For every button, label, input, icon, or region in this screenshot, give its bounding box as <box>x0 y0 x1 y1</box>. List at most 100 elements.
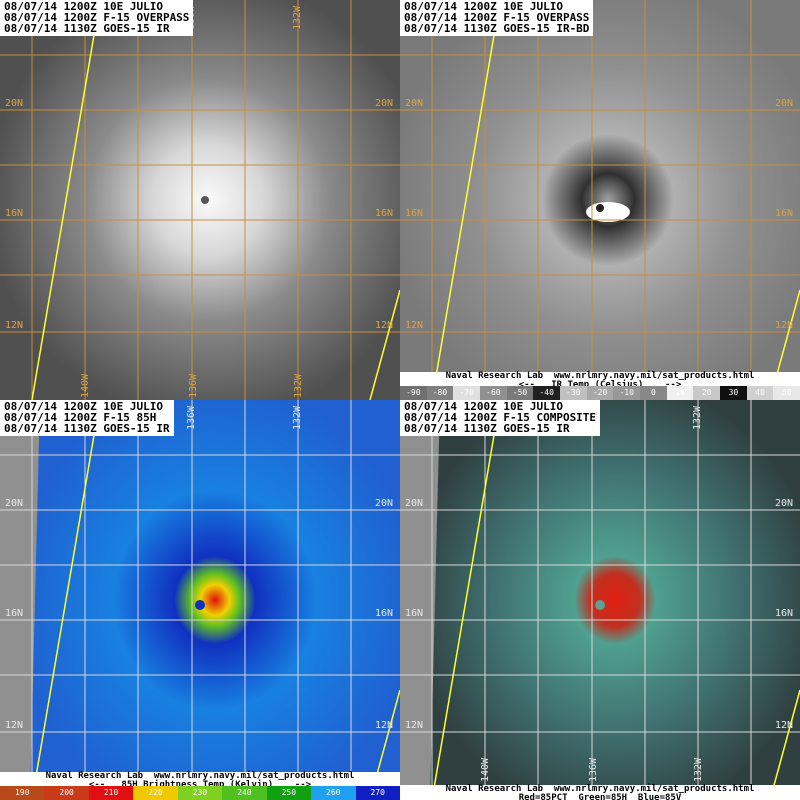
ir-image <box>0 0 400 400</box>
lon-label: 132W <box>692 405 703 430</box>
colorbar: -90 -80 -70 -60 -50 -40 -30 -20 -10 0 10 20 30 40 50 <box>400 386 800 400</box>
colorbar-tick: 30 <box>720 386 747 400</box>
footer-line: Red=85PCT Green=85H Blue=85V <box>518 793 682 800</box>
panel-ir: 20N20N16N16N12N12N136W132W140W136W132W08… <box>0 0 400 400</box>
header-line: 08/07/14 1130Z GOES-15 IR <box>4 22 170 35</box>
colorbar-tick: 230 <box>177 786 223 800</box>
lon-label: 132W <box>292 405 303 430</box>
colorbar-tick: 50 <box>773 386 800 400</box>
colorbar-tick: -90 <box>400 386 427 400</box>
colorbar-tick: 0 <box>640 386 667 400</box>
colorbar-tick: -30 <box>560 386 587 400</box>
colorbar-tick: 260 <box>311 786 356 800</box>
swath-edge-line <box>769 689 800 800</box>
header-line: 08/07/14 1130Z GOES-15 IR <box>404 422 570 435</box>
footer-line: Naval Research Lab www.nrlmry.navy.mil/s… <box>445 784 755 794</box>
lat-label: 12N <box>5 720 24 731</box>
lon-label: 136W <box>188 373 199 398</box>
header-line: 08/07/14 1200Z 10E JULIO <box>404 400 563 413</box>
swath-edge-line <box>369 289 400 400</box>
footer-line: <-- 85H Brightness Temp (Kelvin) --> <box>88 780 312 790</box>
lat-label: 16N <box>375 208 394 219</box>
swath-edge-line <box>31 0 101 400</box>
colorbar-tick: 20 <box>693 386 721 400</box>
lon-label: 132W <box>292 5 303 30</box>
lat-label: 12N <box>775 720 794 731</box>
image-header: 08/07/14 1200Z 10E JULIO 08/07/14 1200Z F… <box>0 0 194 36</box>
lat-label: 12N <box>375 320 394 331</box>
lon-label: 140W <box>80 373 91 398</box>
panel-composite: 20N20N16N16N12N12N136W132W140W136W132W08… <box>400 400 800 800</box>
colorbar-tick: -80 <box>426 386 454 400</box>
lat-label: 16N <box>405 208 424 219</box>
lat-label: 16N <box>775 208 794 219</box>
colorbar-tick: 200 <box>44 786 89 800</box>
image-footer: Naval Research Lab www.nrlmry.navy.mil/s… <box>400 785 800 800</box>
colorbar-tick: 270 <box>355 786 400 800</box>
ir-bd-image <box>400 0 800 400</box>
panel-85h: 20N 20N 16N 16N 12N 12N 136W 132W 08/07/14 1200Z… <box>0 400 400 800</box>
lat-label: 20N <box>5 498 24 509</box>
header-line: 08/07/14 1200Z 10E JULIO <box>404 0 563 13</box>
colorbar-tick: -60 <box>480 386 507 400</box>
swath-edge-line <box>431 400 501 800</box>
lat-label: 20N <box>775 498 794 509</box>
lon-label: 132W <box>693 757 704 782</box>
lat-label: 16N <box>375 608 394 619</box>
header-line: 08/07/14 1200Z F-15 COMPOSITE <box>404 411 597 424</box>
colorbar-tick: 240 <box>222 786 267 800</box>
image-header: 08/07/14 1200Z 10E JULIO 08/07/14 1200Z F… <box>400 0 594 36</box>
lon-label: 136W <box>588 757 599 782</box>
lat-label: 20N <box>5 98 24 109</box>
colorbar-tick: 250 <box>266 786 312 800</box>
image-footer: Naval Research Lab www.nrlmry.navy.mil/s… <box>0 772 400 790</box>
lon-label: 140W <box>480 757 491 782</box>
colorbar: 190 200 210 220 230 240 250 260 270 <box>0 786 400 800</box>
footer-line: <-- IR Temp (Celsius) --> <box>518 380 682 390</box>
colorbar-tick: -70 <box>453 386 481 400</box>
header-line: 08/07/14 1200Z 10E JULIO <box>4 400 163 413</box>
lat-label: 20N <box>375 498 394 509</box>
panel-ir-bd: 20N 20N 16N 16N 12N 12N 08/07/14 1200Z 10E JUL… <box>400 0 800 400</box>
lat-label: 16N <box>775 608 794 619</box>
lon-label: 132W <box>293 373 304 398</box>
lat-label: 20N <box>405 98 424 109</box>
lat-label: 12N <box>405 320 424 331</box>
lat-label: 12N <box>405 720 424 731</box>
colorbar-tick: -50 <box>506 386 534 400</box>
lat-label: 16N <box>5 608 24 619</box>
header-line: 08/07/14 1200Z F-15 OVERPASS <box>4 11 190 24</box>
lat-label: 16N <box>405 608 424 619</box>
lat-label: 12N <box>375 720 394 731</box>
colorbar-tick: -20 <box>586 386 614 400</box>
85h-image <box>0 400 400 800</box>
header-line: 08/07/14 1130Z GOES-15 IR-BD <box>404 22 590 35</box>
image-header: 08/07/14 1200Z 10E JULIO 08/07/14 1200Z F… <box>0 400 174 436</box>
header-line: 08/07/14 1200Z 10E JULIO <box>4 0 163 13</box>
lat-label: 20N <box>375 98 394 109</box>
colorbar-tick: 40 <box>746 386 774 400</box>
colorbar-tick: 10 <box>666 386 694 400</box>
header-line: 08/07/14 1200Z F-15 85H <box>4 411 157 424</box>
footer-line: Naval Research Lab www.nrlmry.navy.mil/s… <box>45 771 355 781</box>
lat-label: 12N <box>5 320 24 331</box>
colorbar-tick: -40 <box>533 386 561 400</box>
colorbar-tick: 220 <box>133 786 178 800</box>
swath-edge-line <box>431 0 501 400</box>
colorbar-tick: 210 <box>88 786 134 800</box>
lon-label: 136W <box>186 405 197 430</box>
lat-label: 12N <box>775 320 794 331</box>
image-header: 08/07/14 1200Z 10E JULIO 08/07/14 1200Z F… <box>400 400 601 436</box>
lat-label: 16N <box>5 208 24 219</box>
header-line: 08/07/14 1130Z GOES-15 IR <box>4 422 170 435</box>
colorbar-tick: -10 <box>613 386 641 400</box>
lat-label: 20N <box>405 498 424 509</box>
lat-label: 20N <box>775 98 794 109</box>
swath-edge-line <box>31 400 101 800</box>
colorbar-tick: 190 <box>0 786 45 800</box>
footer-line: Naval Research Lab www.nrlmry.navy.mil/s… <box>445 371 755 381</box>
image-footer: Naval Research Lab www.nrlmry.navy.mil/s… <box>400 372 800 390</box>
composite-image <box>400 400 800 800</box>
header-line: 08/07/14 1200Z F-15 OVERPASS <box>404 11 590 24</box>
